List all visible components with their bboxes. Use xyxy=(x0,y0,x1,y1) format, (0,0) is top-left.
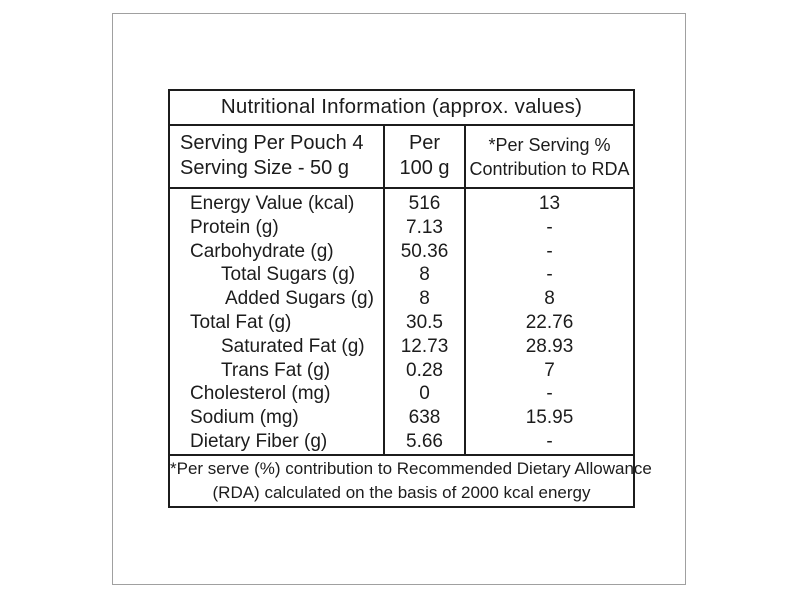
rda-value: - xyxy=(546,216,553,238)
table-body: Energy Value (kcal) Protein (g) Carbohyd… xyxy=(170,189,633,454)
rda-value: 13 xyxy=(538,193,561,214)
rda-value: - xyxy=(546,264,553,286)
nutrient-label: Total Sugars (g) xyxy=(221,264,356,286)
rda-value: 7 xyxy=(544,359,555,381)
rda-value: - xyxy=(546,383,553,405)
per100g-value: 30.5 xyxy=(406,311,443,333)
rda-value: - xyxy=(546,430,553,452)
nutrient-labels-column: Energy Value (kcal) Protein (g) Carbohyd… xyxy=(170,189,385,454)
per100g-value: 8 xyxy=(419,264,430,286)
nutrient-label: Trans Fat (g) xyxy=(221,359,331,381)
rda-value: 15.95 xyxy=(525,407,574,429)
rda-value: - xyxy=(546,240,553,262)
rda-footnote: *Per serve (%) contribution to Recommend… xyxy=(170,454,652,506)
footnote-line1: *Per serve (%) contribution to Recommend… xyxy=(170,459,652,478)
per100g-value: 516 xyxy=(408,193,441,214)
per-100g-column: 516 7.13 50.36 8 8 30.5 12.73 0.28 0 638… xyxy=(385,189,466,454)
nutrient-label: Energy Value (kcal) xyxy=(190,193,355,214)
rda-value: 28.93 xyxy=(525,335,574,357)
serving-size: Serving Size - 50 g xyxy=(180,157,349,179)
rda-value: 22.76 xyxy=(525,311,574,333)
per100g-value: 0.28 xyxy=(406,359,443,381)
per100g-value: 7.13 xyxy=(406,216,443,238)
per100g-value: 5.66 xyxy=(406,430,443,452)
header-serving-info: Serving Per Pouch 4 Serving Size - 50 g xyxy=(170,126,385,187)
serving-per-pouch: Serving Per Pouch 4 xyxy=(180,132,364,154)
nutrient-label: Saturated Fat (g) xyxy=(221,335,365,357)
footnote-line2: (RDA) calculated on the basis of 2000 kc… xyxy=(212,483,591,502)
rda-value: 8 xyxy=(544,288,555,310)
header-rda-contribution: *Per Serving % Contribution to RDA xyxy=(466,126,633,187)
outer-frame: Nutritional Information (approx. values)… xyxy=(112,13,686,585)
per-100g-label: 100 g xyxy=(399,157,450,179)
table-title: Nutritional Information (approx. values) xyxy=(170,91,633,126)
nutrient-label: Sodium (mg) xyxy=(190,407,299,429)
nutrient-label: Added Sugars (g) xyxy=(225,288,374,310)
nutrient-label: Total Fat (g) xyxy=(190,311,292,333)
rda-header-line2: Contribution to RDA xyxy=(469,159,630,179)
header-per-100g: Per 100 g xyxy=(385,126,466,187)
per-label: Per xyxy=(408,132,441,154)
nutrient-label: Protein (g) xyxy=(190,216,279,238)
per100g-value: 0 xyxy=(419,383,430,405)
per100g-value: 50.36 xyxy=(400,240,449,262)
nutrient-label: Cholesterol (mg) xyxy=(190,383,331,405)
table-header: Serving Per Pouch 4 Serving Size - 50 g … xyxy=(170,126,633,189)
nutrient-label: Carbohydrate (g) xyxy=(190,240,334,262)
rda-header-line1: *Per Serving % xyxy=(488,135,611,155)
per100g-value: 12.73 xyxy=(400,335,449,357)
rda-column: 13 - - - 8 22.76 28.93 7 - 15.95 - xyxy=(466,189,633,454)
per100g-value: 8 xyxy=(419,288,430,310)
per100g-value: 638 xyxy=(408,407,441,429)
nutrition-table: Nutritional Information (approx. values)… xyxy=(168,89,652,508)
nutrient-label: Dietary Fiber (g) xyxy=(190,430,328,452)
